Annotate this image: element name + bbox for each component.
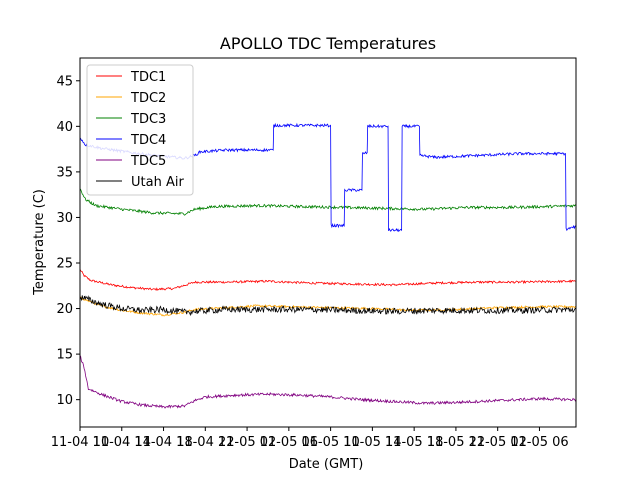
y-tick-label: 45 (56, 74, 73, 89)
chart-title: APOLLO TDC Temperatures (220, 34, 436, 53)
legend-label: TDC4 (130, 133, 166, 148)
legend-label: Utah Air (131, 175, 184, 190)
x-tick-label: 11-05 02 (468, 435, 526, 450)
x-tick-label: 11-05 10 (301, 435, 359, 450)
x-tick-label: 11-04 10 (51, 435, 109, 450)
y-tick-label: 40 (56, 120, 73, 135)
x-tick-label: 11-05 06 (510, 435, 568, 450)
y-tick-label: 20 (56, 302, 73, 317)
y-tick-label: 25 (56, 257, 73, 272)
y-tick-label: 30 (56, 211, 73, 226)
y-tick-label: 10 (56, 393, 73, 408)
y-tick-label: 15 (56, 348, 73, 363)
legend-label: TDC5 (130, 154, 166, 169)
legend-label: TDC3 (130, 112, 166, 127)
legend: TDC1 TDC2 TDC3 TDC4 TDC5 Utah Air (86, 64, 194, 196)
x-tick-label: 11-05 14 (343, 435, 401, 450)
y-axis: 10 15 20 25 30 35 40 45 (56, 74, 80, 408)
x-tick-label: 11-04 22 (176, 435, 234, 450)
series-line-tdc1 (79, 268, 577, 292)
plot-frame (79, 57, 577, 428)
series-line-utah-air (79, 295, 577, 317)
series-line-tdc3 (79, 188, 577, 216)
x-tick-label: 11-05 06 (260, 435, 318, 450)
x-axis-label: Date (GMT) (289, 457, 364, 472)
x-tick-label: 11-05 22 (427, 435, 485, 450)
x-tick-label: 11-04 14 (93, 435, 151, 450)
x-tick-label: 11-05 18 (385, 435, 443, 450)
x-tick-label: 11-05 02 (218, 435, 276, 450)
y-tick-label: 35 (56, 165, 73, 180)
legend-label: TDC2 (130, 91, 166, 106)
x-tick-label: 11-04 18 (134, 435, 192, 450)
legend-label: TDC1 (130, 70, 166, 85)
y-axis-label: Temperature (C) (32, 189, 47, 296)
series-line-tdc5 (79, 354, 577, 409)
